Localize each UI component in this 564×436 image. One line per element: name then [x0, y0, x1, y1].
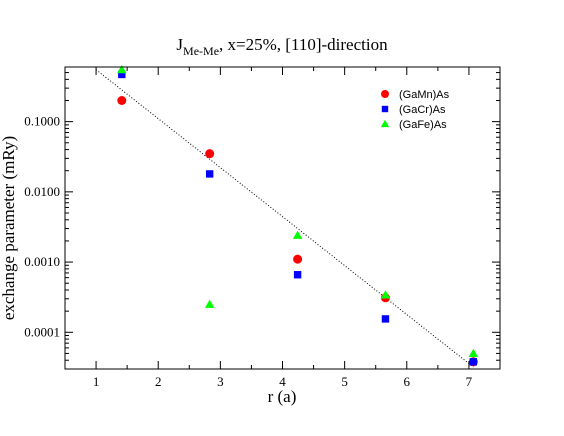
data-point-square	[118, 70, 126, 79]
data-points-layer	[117, 64, 479, 367]
data-point-triangle	[117, 64, 127, 74]
legend-marker-square	[381, 105, 389, 113]
data-point-circle	[205, 149, 215, 159]
data-point-square	[469, 358, 478, 366]
y-tick-label: 0.0100	[24, 184, 60, 199]
data-point-square	[205, 170, 214, 178]
data-point-triangle	[468, 348, 479, 357]
fit-line-layer	[95, 69, 474, 368]
x-tick-label: 1	[93, 374, 100, 389]
series-square	[118, 70, 478, 366]
fit-line	[95, 69, 474, 368]
data-point-circle	[117, 96, 127, 106]
data-point-circle	[293, 254, 303, 264]
legend-marker-circle	[381, 90, 389, 98]
series-triangle	[117, 64, 479, 357]
y-tick-label: 0.0010	[24, 254, 60, 269]
legend: (GaMn)As (GaCr)As (GaFe)As	[380, 89, 450, 131]
chart-title-subscript: Me-Me	[183, 44, 219, 58]
data-point-triangle	[204, 299, 215, 308]
data-point-triangle	[380, 290, 391, 299]
x-axis-title: r (a)	[268, 387, 297, 406]
y-tick-label: 0.1000	[24, 114, 60, 129]
legend-label: (GaMn)As	[399, 89, 450, 101]
legend-marker-triangle	[380, 119, 390, 128]
chart-title: JMe-Me, x=25%, [110]-direction	[176, 35, 388, 58]
x-tick-label: 4	[279, 374, 286, 389]
data-point-square	[381, 315, 390, 323]
x-tick-label: 3	[217, 374, 224, 389]
legend-label: (GaCr)As	[399, 104, 446, 116]
axes-layer: 1 2 3 4 5 6 7 0.0001 0.0010 0.0100 0.1000	[24, 66, 501, 389]
x-tick-label: 7	[466, 374, 473, 389]
x-tick-label: 2	[155, 374, 162, 389]
legend-label: (GaFe)As	[399, 119, 447, 131]
chart-title-main: J	[176, 35, 183, 54]
data-point-square	[293, 271, 302, 279]
y-tick-label: 0.0001	[24, 324, 60, 339]
chart-title-rest: , x=25%, [110]-direction	[219, 35, 388, 54]
x-tick-label: 5	[341, 374, 348, 389]
y-axis-title: exchange parameter (mRy)	[0, 136, 18, 320]
data-point-triangle	[292, 230, 303, 239]
x-tick-label: 6	[404, 374, 411, 389]
